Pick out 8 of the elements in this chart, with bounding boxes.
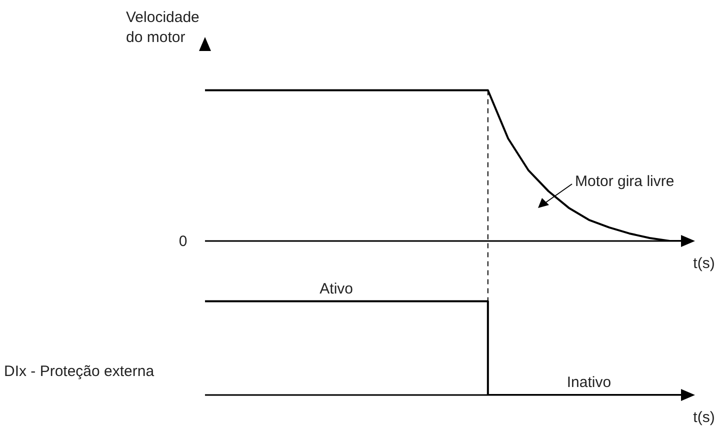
annotation: Ativo: [320, 280, 354, 298]
x-axis-title: t(s): [693, 255, 715, 272]
text: 0: [178, 233, 188, 250]
y-axis-title: Velocidade do motor: [126, 8, 200, 48]
annotation: Motor gira livre: [575, 173, 674, 190]
y-axis-title: DIx - Proteção externa: [4, 363, 154, 380]
annotation: Inativo: [566, 374, 612, 391]
x-axis-title: t(s): [693, 409, 715, 426]
